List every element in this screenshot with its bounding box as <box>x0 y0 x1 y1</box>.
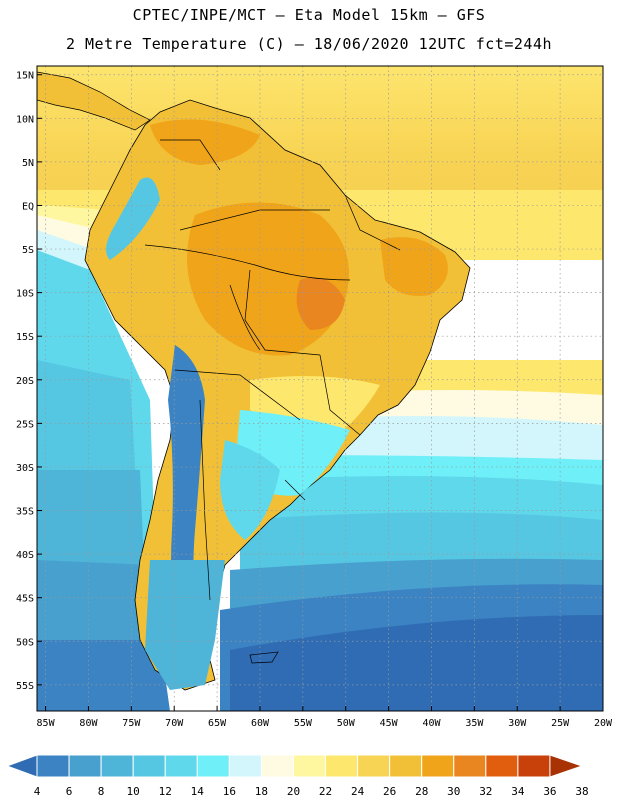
colorbar-label: 6 <box>66 785 73 798</box>
colorbar: 4 6 8 10 12 14 16 18 20 22 24 26 28 30 32 34 36 38 <box>5 754 589 798</box>
lon-tick-label: 80W <box>79 718 98 729</box>
colorbar-arrow-left <box>5 754 38 778</box>
lat-tick-label: 30S <box>16 463 34 474</box>
lon-tick-label: 35W <box>465 718 484 729</box>
chart-title-line-2: 2 Metre Temperature (C) – 18/06/2020 12U… <box>65 35 553 53</box>
map-frame <box>36 65 604 712</box>
argentina-cool <box>220 440 280 540</box>
central-america-land <box>37 71 151 131</box>
lat-tick-label: 15S <box>16 332 34 343</box>
lat-tick-label: 5S <box>22 245 34 256</box>
axis-ticks: 15N 10N 5N EQ 5S 10S 15S 20S 25S 30S 35S 40S 45S 50S 5… <box>16 71 613 729</box>
colorbar-swatch <box>36 754 70 778</box>
patagonia <box>145 560 225 690</box>
lon-tick-label: 65W <box>208 718 227 729</box>
hot-northeast <box>380 237 448 296</box>
north-andes-cool <box>106 177 160 260</box>
atl-band-6 <box>230 615 603 711</box>
lat-tick-label: 10S <box>16 289 34 300</box>
lon-tick-label: 50W <box>337 718 356 729</box>
colorbar-swatch <box>485 754 519 778</box>
colorbar-label: 16 <box>223 785 236 798</box>
colorbar-label: 34 <box>511 785 525 798</box>
lat-tick-label: 35S <box>16 507 34 518</box>
lon-tick-label: 45W <box>380 718 399 729</box>
colorbar-arrow-right <box>549 754 584 778</box>
colorbar-label: 30 <box>447 785 460 798</box>
colorbar-swatch <box>325 754 359 778</box>
lat-tick-label: 25S <box>16 419 34 430</box>
lon-tick-label: 75W <box>122 718 141 729</box>
colorbar-label: 14 <box>191 785 205 798</box>
colorbar-label: 24 <box>351 785 365 798</box>
colorbar-swatch <box>517 754 551 778</box>
colorbar-swatch <box>357 754 391 778</box>
lon-tick-label: 25W <box>551 718 570 729</box>
chart-title-line-1: CPTEC/INPE/MCT – Eta Model 15km – GFS <box>132 6 486 24</box>
lat-tick-label: 5N <box>22 158 34 169</box>
lon-tick-label: 20W <box>594 718 613 729</box>
colorbar-label: 10 <box>127 785 140 798</box>
pacific-far-south <box>37 640 170 711</box>
lon-tick-label: 40W <box>422 718 441 729</box>
colorbar-swatch <box>68 754 102 778</box>
colorbar-label: 8 <box>98 785 105 798</box>
lat-tick-label: EQ <box>22 201 34 212</box>
colorbar-label: 38 <box>575 785 588 798</box>
lon-tick-label: 60W <box>251 718 270 729</box>
colorbar-label: 32 <box>479 785 492 798</box>
colorbar-swatch <box>453 754 487 778</box>
lat-tick-label: 10N <box>16 114 34 125</box>
temperature-field <box>37 66 603 711</box>
lat-tick-label: 55S <box>16 681 34 692</box>
colorbar-swatch <box>389 754 423 778</box>
colorbar-label: 4 <box>34 785 41 798</box>
colorbar-swatch <box>132 754 166 778</box>
colorbar-label: 18 <box>255 785 268 798</box>
colorbar-label: 12 <box>159 785 172 798</box>
colorbar-swatch <box>228 754 262 778</box>
lat-tick-label: 45S <box>16 594 34 605</box>
lat-tick-label: 15N <box>16 71 34 82</box>
northern-warm <box>150 119 260 165</box>
falkland-islands <box>249 651 279 664</box>
lon-tick-label: 70W <box>165 718 184 729</box>
colorbar-label: 26 <box>383 785 396 798</box>
lat-tick-label: 20S <box>16 376 34 387</box>
country-borders <box>144 139 401 601</box>
colorbar-swatch <box>164 754 198 778</box>
colorbar-swatch <box>100 754 134 778</box>
lat-tick-label: 40S <box>16 550 34 561</box>
colorbar-label: 22 <box>319 785 332 798</box>
colorbar-label: 36 <box>543 785 556 798</box>
hottest-core <box>296 277 345 330</box>
colorbar-label: 20 <box>287 785 300 798</box>
colorbar-swatch <box>421 754 455 778</box>
colorbar-swatch <box>292 754 327 778</box>
colorbar-label: 28 <box>415 785 428 798</box>
colorbar-swatch <box>196 754 230 778</box>
lon-tick-label: 85W <box>37 718 56 729</box>
colorbar-swatch <box>260 754 294 778</box>
lon-tick-label: 55W <box>294 718 313 729</box>
lat-tick-label: 50S <box>16 637 34 648</box>
lon-tick-label: 30W <box>508 718 527 729</box>
